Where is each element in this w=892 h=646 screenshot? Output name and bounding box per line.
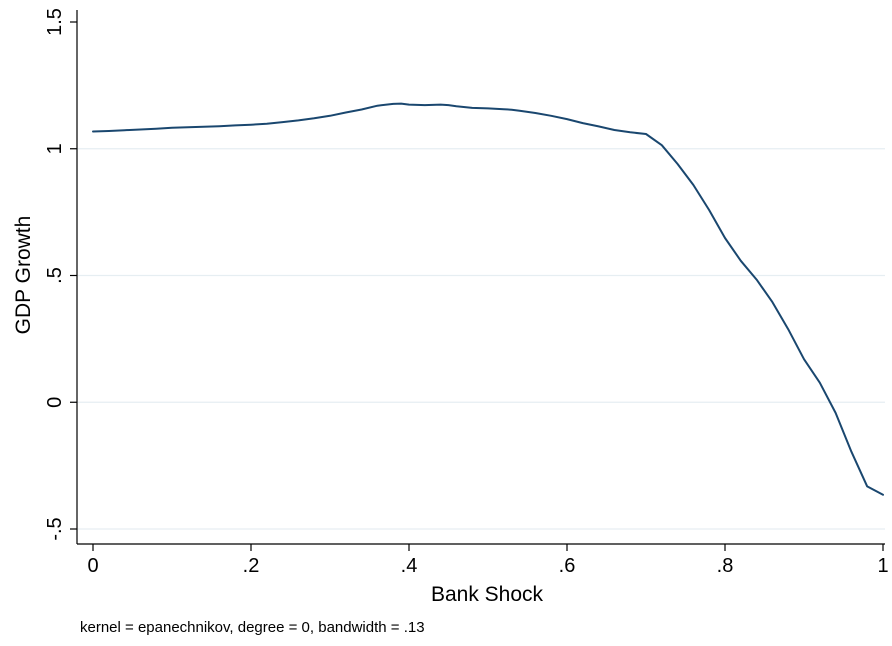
series-layer xyxy=(92,102,884,496)
axes-layer xyxy=(76,10,885,545)
x-tick-label: .8 xyxy=(717,555,734,577)
x-tick-label: 0 xyxy=(87,555,98,577)
y-tick-label: -.5 xyxy=(44,517,66,540)
x-axis-title: Bank Shock xyxy=(431,583,544,606)
x-tick-label: 1 xyxy=(877,555,888,577)
y-tick-label: 1 xyxy=(44,143,66,154)
x-tick-label: .4 xyxy=(401,555,418,577)
x-tick-label: .2 xyxy=(243,555,260,577)
grid-layer xyxy=(77,148,885,530)
y-tick-label: 0 xyxy=(44,397,66,408)
ticks-layer: -.5 0 .5 1 1.5 0 .2 .4 .6 .8 1 xyxy=(44,8,889,577)
y-tick-label: 1.5 xyxy=(44,8,66,36)
y-axis-title: GDP Growth xyxy=(12,216,35,335)
y-tick-label: .5 xyxy=(44,267,66,284)
chart-note: kernel = epanechnikov, degree = 0, bandw… xyxy=(80,619,425,636)
x-tick-label: .6 xyxy=(559,555,576,577)
series-line xyxy=(92,102,884,496)
